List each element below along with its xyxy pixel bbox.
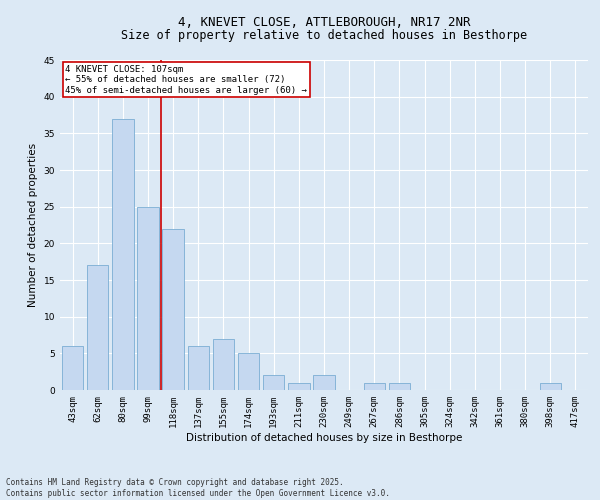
Bar [539,382,561,390]
Bar [364,382,385,390]
Text: Contains HM Land Registry data © Crown copyright and database right 2025.
Contai: Contains HM Land Registry data © Crown c… [6,478,390,498]
Bar [112,118,134,390]
Bar [288,382,310,390]
Bar [188,346,209,390]
Text: Size of property relative to detached houses in Besthorpe: Size of property relative to detached ho… [121,30,527,43]
Bar [87,266,109,390]
Bar [313,376,335,390]
Bar [238,354,259,390]
Bar [389,382,410,390]
Bar [62,346,83,390]
Bar [213,338,234,390]
Text: 4 KNEVET CLOSE: 107sqm
← 55% of detached houses are smaller (72)
45% of semi-det: 4 KNEVET CLOSE: 107sqm ← 55% of detached… [65,65,307,95]
X-axis label: Distribution of detached houses by size in Besthorpe: Distribution of detached houses by size … [186,432,462,442]
Bar [137,206,158,390]
Bar [263,376,284,390]
Text: 4, KNEVET CLOSE, ATTLEBOROUGH, NR17 2NR: 4, KNEVET CLOSE, ATTLEBOROUGH, NR17 2NR [178,16,470,29]
Y-axis label: Number of detached properties: Number of detached properties [28,143,38,307]
Bar [163,228,184,390]
